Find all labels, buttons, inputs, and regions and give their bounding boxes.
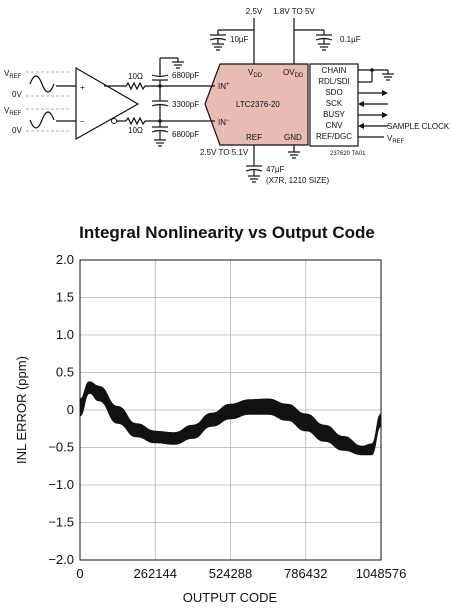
y-tick-label: −1.0 <box>48 477 74 492</box>
zero-bot-label: 0V <box>12 126 22 135</box>
amp-inverting-bubble <box>111 118 117 124</box>
ref-range-label: 2.5V TO 5.1V <box>200 148 249 157</box>
y-tick-label: 1.0 <box>56 327 74 342</box>
chip-name: LTC2376-20 <box>236 100 280 109</box>
ovdd-cap-value: 0.1µF <box>340 35 361 44</box>
io-pin-labels: CHAIN RDL/SDI SDO SCK BUSY CNV REF/DGC <box>316 66 352 141</box>
sample-clock-label: SAMPLE CLOCK <box>387 122 450 131</box>
filter-cap-bottom <box>151 121 169 147</box>
adc-chip-body <box>204 63 309 146</box>
res-top-value: 10Ω <box>128 72 143 81</box>
chart-title: Integral Nonlinearity vs Output Code <box>79 223 375 242</box>
pin-ref-label: REF <box>246 133 262 142</box>
filter-cap-mid <box>151 86 169 121</box>
x-tick-label: 1048576 <box>356 566 407 581</box>
cap-bot-value: 6800pF <box>172 130 199 139</box>
io-pin-ref-dgc: REF/DGC <box>316 132 352 141</box>
io-pin-chain: CHAIN <box>322 66 347 75</box>
vref-in-bot-label: VREF <box>4 106 22 117</box>
y-axis-label: INL ERROR (ppm) <box>14 356 29 464</box>
pin-gnd-label: GND <box>284 133 302 142</box>
pin-vdd-label: VDD <box>248 68 263 79</box>
io-pin-busy: BUSY <box>323 110 345 119</box>
x-tick-labels: 0 262144 524288 786432 1048576 <box>76 566 406 581</box>
y-tick-label: 0 <box>67 402 74 417</box>
io-pin-sdo: SDO <box>325 88 342 97</box>
plot-frame <box>79 259 382 561</box>
y-tick-label: −0.5 <box>48 440 74 455</box>
circuit-schematic: 2.5V 1.8V TO 5V 10µF 0.1µF VDD OVDD IN+ … <box>4 7 450 185</box>
y-tick-label: −1.5 <box>48 515 74 530</box>
vref-in-top-label: VREF <box>4 69 22 80</box>
supply-io-label: 1.8V TO 5V <box>273 7 315 16</box>
y-tick-label: 1.5 <box>56 290 74 305</box>
x-tick-label: 262144 <box>134 566 177 581</box>
x-axis-label: OUTPUT CODE <box>183 590 278 605</box>
y-tick-label: 0.5 <box>56 365 74 380</box>
res-bot-value: 10Ω <box>128 126 143 135</box>
x-tick-label: 786432 <box>284 566 327 581</box>
amp-plus-label: + <box>80 83 85 92</box>
gnd-symbol <box>288 145 300 159</box>
pin-inm-label: IN− <box>218 118 230 127</box>
io-pin-sck: SCK <box>326 99 343 108</box>
io-pin-cnv: CNV <box>326 121 344 130</box>
vdd-bypass-capacitor <box>209 29 254 51</box>
resistor-bottom <box>125 116 146 126</box>
supply-25v-label: 2.5V <box>246 7 263 16</box>
io-arrows <box>358 90 388 138</box>
ref-cap-note: (X7R, 1210 SIZE) <box>266 176 329 185</box>
ref-capacitor <box>245 165 263 183</box>
y-tick-label: 2.0 <box>56 252 74 267</box>
x-tick-label: 0 <box>76 566 83 581</box>
figure-id: 237620 TA01 <box>330 151 366 157</box>
pin-inp-label: IN+ <box>218 82 230 91</box>
x-tick-label: 524288 <box>209 566 252 581</box>
resistor-top <box>125 81 146 91</box>
y-tick-label: −2.0 <box>48 552 74 567</box>
pin-ovdd-label: OVDD <box>283 68 304 79</box>
zero-top-label: 0V <box>12 90 22 99</box>
vdd-cap-value: 10µF <box>230 35 249 44</box>
cap-mid-value: 3300pF <box>172 100 199 109</box>
input-sine-waves <box>26 71 70 132</box>
ref-cap-value: 47µF <box>266 165 285 174</box>
io-pin-box <box>309 63 359 147</box>
io-pin-rdl-sdi: RDL/SDI <box>318 77 350 86</box>
amp-minus-label: − <box>80 117 85 126</box>
ovdd-bypass-capacitor <box>294 29 333 51</box>
cap-top-value: 6800pF <box>172 71 199 80</box>
filter-cap-top <box>151 57 184 86</box>
chain-ground <box>358 68 394 82</box>
y-tick-labels: 2.0 1.5 1.0 0.5 0 −0.5 −1.0 −1.5 −2.0 <box>48 252 74 567</box>
inl-chart: Integral Nonlinearity vs Output Code 2.0… <box>14 223 406 605</box>
vref-out-label: VREF <box>387 134 405 145</box>
